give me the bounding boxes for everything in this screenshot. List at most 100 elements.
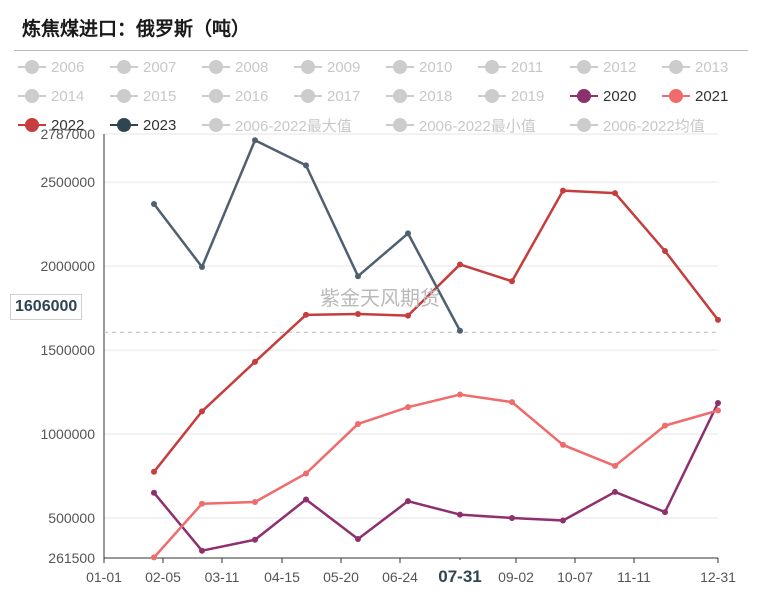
legend-label: 2016 [235,87,269,105]
data-point-2023[interactable] [355,273,361,280]
data-point-2022[interactable] [560,187,566,194]
data-point-2021[interactable] [715,407,721,414]
data-point-2020[interactable] [560,517,566,524]
legend-item-2011[interactable]: 2011 [478,57,543,77]
data-point-2023[interactable] [457,327,463,334]
data-point-2020[interactable] [612,488,618,495]
data-point-2020[interactable] [199,547,205,554]
data-point-2021[interactable] [560,441,566,448]
data-point-2022[interactable] [303,311,309,318]
pointer-y-label: 1606000 [10,294,83,320]
data-point-2022[interactable] [662,248,668,255]
data-point-2021[interactable] [509,399,515,406]
y-tick-label: 2787000 [40,126,95,142]
legend-item-2007[interactable]: 2007 [110,57,176,77]
data-point-2022[interactable] [355,310,361,317]
data-point-2022[interactable] [457,261,463,268]
legend-item-2006-2022最大值[interactable]: 2006-2022最大值 [202,115,352,135]
data-point-2022[interactable] [405,312,411,319]
data-point-2022[interactable] [252,358,258,365]
legend-item-2006-2022最小值[interactable]: 2006-2022最小值 [386,115,536,135]
legend-label: 2010 [419,58,453,76]
pointer-x-box [433,560,491,584]
legend: 2006 2007 2008 2009 2010 2011 2012 2013 2014 2015… [0,0,761,140]
data-point-2020[interactable] [355,535,361,542]
data-point-2020[interactable] [662,509,668,516]
legend-item-2012[interactable]: 2012 [570,57,636,77]
legend-label: 2006 [51,58,85,76]
legend-item-2014[interactable]: 2014 [18,86,84,106]
y-tick-label: 2000000 [40,258,95,274]
x-tick-label: 10-07 [557,569,593,585]
legend-item-2020[interactable]: 2020 [570,86,636,106]
legend-marker-icon [18,115,46,135]
legend-label: 2023 [143,116,177,134]
axes: 261500 500000 1000000 1500000 2000000 2500000… [40,126,736,585]
data-point-2023[interactable] [151,201,157,208]
legend-marker-icon [294,86,322,106]
data-point-2021[interactable] [151,554,157,561]
data-point-2022[interactable] [612,190,618,197]
series-line-2022 [153,189,719,473]
legend-label: 2019 [511,87,545,105]
legend-item-2018[interactable]: 2018 [386,86,452,106]
series-line-2020 [153,402,720,552]
data-point-2021[interactable] [303,470,309,477]
data-point-2021[interactable] [405,404,411,411]
data-point-2021[interactable] [252,499,258,506]
legend-item-2008[interactable]: 2008 [202,57,268,77]
x-tick-label: 11-11 [617,569,651,585]
legend-label: 2014 [51,87,85,105]
legend-marker-icon [386,86,414,106]
data-point-2022[interactable] [509,278,515,285]
legend-marker-icon [570,57,598,77]
legend-item-2017[interactable]: 2017 [294,86,360,106]
legend-item-2021[interactable]: 2021 [662,86,728,106]
data-point-2023[interactable] [405,230,411,237]
legend-item-2010[interactable]: 2010 [386,57,452,77]
y-tick-label: 2500000 [40,174,95,190]
legend-item-2006-2022均值[interactable]: 2006-2022均值 [570,115,705,135]
legend-item-2022[interactable]: 2022 [18,115,84,135]
data-point-2021[interactable] [199,500,205,507]
legend-label: 2006-2022最大值 [235,117,352,135]
grid-lines [104,133,718,519]
data-point-2022[interactable] [151,468,157,475]
data-point-2021[interactable] [612,462,618,469]
data-point-2021[interactable] [662,422,668,429]
data-point-2020[interactable] [252,536,258,543]
data-point-2020[interactable] [303,496,309,503]
legend-label: 2006-2022最小值 [419,117,536,135]
data-point-2023[interactable] [303,162,309,169]
legend-label: 2015 [143,87,177,105]
legend-item-2023[interactable]: 2023 [110,115,176,135]
legend-marker-icon [18,57,46,77]
data-point-2021[interactable] [355,420,361,427]
data-point-2020[interactable] [457,511,463,518]
data-point-2020[interactable] [151,489,157,496]
x-tick-label: 02-05 [145,569,181,585]
legend-item-2006[interactable]: 2006 [18,57,84,77]
data-point-2020[interactable] [509,514,515,521]
legend-label: 2022 [51,116,85,134]
legend-marker-icon [386,115,414,135]
legend-item-2013[interactable]: 2013 [662,57,728,77]
data-point-2020[interactable] [405,498,411,505]
legend-item-2016[interactable]: 2016 [202,86,268,106]
data-point-2022[interactable] [199,408,205,415]
legend-marker-icon [662,86,690,106]
data-point-2023[interactable] [199,263,205,270]
legend-item-2019[interactable]: 2019 [478,86,544,106]
data-point-2020[interactable] [715,399,721,406]
legend-item-2015[interactable]: 2015 [110,86,176,106]
legend-label: 2013 [695,58,729,76]
data-point-2022[interactable] [715,316,721,323]
data-point-2023[interactable] [252,137,258,144]
pointer-x-label: 07-31 [438,567,481,586]
x-tick-label: 06-24 [382,569,418,585]
legend-item-2009[interactable]: 2009 [294,57,360,77]
legend-marker-icon [570,86,598,106]
title-divider [14,50,748,51]
data-point-2021[interactable] [457,391,463,398]
